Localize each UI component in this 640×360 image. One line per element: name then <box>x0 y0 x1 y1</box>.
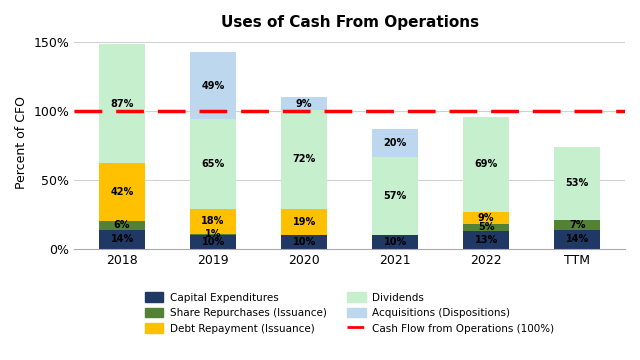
Text: 20%: 20% <box>383 138 407 148</box>
Bar <box>282 110 327 209</box>
Bar <box>282 209 327 235</box>
Text: 57%: 57% <box>383 191 407 201</box>
Bar <box>372 235 418 249</box>
Bar <box>99 230 145 249</box>
Text: 9%: 9% <box>296 99 312 108</box>
Text: 1%: 1% <box>205 229 221 239</box>
Title: Uses of Cash From Operations: Uses of Cash From Operations <box>221 15 479 30</box>
Text: 14%: 14% <box>566 234 589 244</box>
Bar <box>99 163 145 221</box>
Text: 72%: 72% <box>292 154 316 164</box>
Text: 49%: 49% <box>202 81 225 91</box>
Legend: Capital Expenditures, Share Repurchases (Issuance), Debt Repayment (Issuance), D: Capital Expenditures, Share Repurchases … <box>145 292 555 333</box>
Bar <box>190 235 236 249</box>
Bar <box>190 234 236 235</box>
Bar <box>463 231 509 249</box>
Bar <box>99 44 145 163</box>
Text: 6%: 6% <box>114 220 131 230</box>
Y-axis label: Percent of CFO: Percent of CFO <box>15 95 28 189</box>
Bar <box>372 129 418 157</box>
Text: 53%: 53% <box>566 178 589 188</box>
Text: 10%: 10% <box>202 237 225 247</box>
Bar <box>463 212 509 224</box>
Text: 18%: 18% <box>202 216 225 226</box>
Text: 13%: 13% <box>475 235 498 245</box>
Bar <box>463 224 509 231</box>
Text: 9%: 9% <box>478 213 495 223</box>
Bar <box>463 117 509 212</box>
Bar <box>190 52 236 119</box>
Bar <box>554 230 600 249</box>
Bar <box>282 235 327 249</box>
Bar <box>190 209 236 234</box>
Text: 42%: 42% <box>111 187 134 197</box>
Text: 87%: 87% <box>110 99 134 108</box>
Text: 65%: 65% <box>202 159 225 169</box>
Text: 69%: 69% <box>475 159 498 169</box>
Bar <box>99 221 145 230</box>
Text: 5%: 5% <box>478 222 495 233</box>
Bar <box>554 147 600 220</box>
Text: 10%: 10% <box>383 237 407 247</box>
Text: 7%: 7% <box>569 220 586 230</box>
Text: 14%: 14% <box>111 234 134 244</box>
Text: 19%: 19% <box>292 217 316 227</box>
Bar <box>372 157 418 235</box>
Bar <box>190 119 236 209</box>
Bar <box>282 97 327 110</box>
Bar <box>554 220 600 230</box>
Text: 10%: 10% <box>292 237 316 247</box>
